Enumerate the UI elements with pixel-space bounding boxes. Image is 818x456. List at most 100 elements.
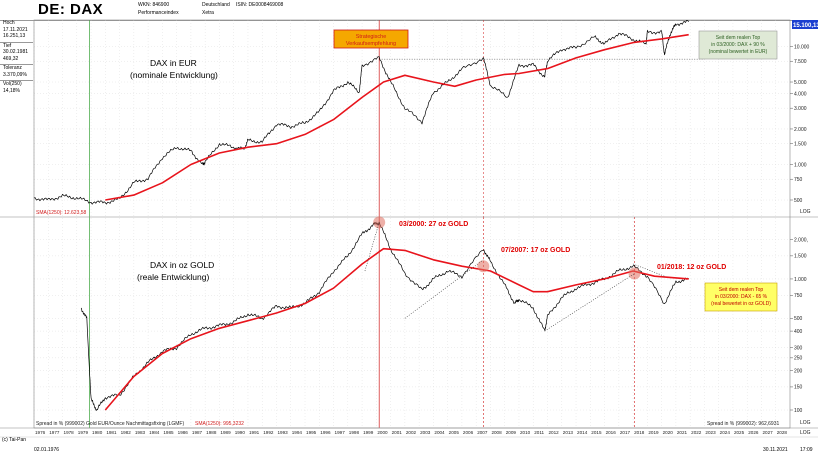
year-tick-label: 2023	[705, 430, 716, 435]
isin-label: ISIN: DE0008469008	[236, 2, 284, 8]
year-tick-label: 2012	[549, 430, 560, 435]
last-price-tag: 15.100,13	[793, 23, 818, 29]
vol-label: Vol(250)	[0, 80, 33, 88]
real-note-line: in 03/2000: DAX - 65 %	[715, 294, 768, 300]
nominal-note-box	[698, 30, 778, 60]
vol-value: 14,18%	[3, 87, 20, 94]
year-tick-label: 1984	[149, 430, 160, 435]
trend-line	[404, 259, 484, 319]
year-tick-label: 2018	[634, 430, 645, 435]
year-tick-label: 2010	[520, 430, 531, 435]
year-tick-label: 2001	[392, 430, 403, 435]
year-tick-label: 2003	[420, 430, 431, 435]
year-tick-label: 2019	[648, 430, 659, 435]
trend-line	[364, 222, 380, 272]
value-tick-label: 200	[794, 368, 803, 374]
wkn-label: WKN: 846900	[138, 2, 170, 8]
tief-label: Tief	[0, 41, 33, 50]
value-tick-label: 10.000	[794, 44, 810, 50]
year-tick-label: 1997	[335, 430, 346, 435]
toleranz-label: Toleranz	[0, 64, 33, 72]
year-tick-label: 2008	[491, 430, 502, 435]
year-tick-label: 2006	[463, 430, 474, 435]
sell-recommendation-line2: Verkaufsempfehlung	[346, 41, 396, 47]
side-panel: Hoch 17.11.2021 16.251,13 Tief 30.02.198…	[0, 20, 33, 94]
header-bar: DE: DAX WKN: 846900 Performanceindex Deu…	[0, 0, 818, 21]
index-type-label: Performanceindex	[138, 10, 179, 16]
year-tick-label: 2015	[591, 430, 602, 435]
year-tick-label: 1978	[64, 430, 75, 435]
year-tick-label: 1993	[277, 430, 288, 435]
year-tick-label: 1992	[263, 430, 274, 435]
value-tick-label: 1.500	[794, 254, 807, 260]
year-tick-label: 2013	[563, 430, 574, 435]
gold-callout-label: 01/2018: 12 oz GOLD	[657, 264, 726, 271]
exchange-label: Xetra	[202, 10, 214, 16]
value-tick-label: 5.000	[794, 80, 807, 86]
hoch-value: 16.251,13	[3, 33, 26, 39]
hoch-date: 17.11.2021	[3, 26, 28, 33]
sma-series-line	[105, 33, 689, 201]
page-title: DE: DAX	[38, 1, 104, 18]
gold-peak-marker	[628, 267, 641, 280]
year-tick-label: 2020	[663, 430, 674, 435]
bottom-series-label: Spread in % (999002) Gold EUR/Ounce Nach…	[36, 421, 184, 427]
year-tick-label: 2016	[606, 430, 617, 435]
year-tick-label: 2009	[506, 430, 517, 435]
sell-recommendation-line1: Strategische	[356, 34, 387, 40]
annotation-layer: SMA(1250): 12.623,58 Spread in % (999002)…	[36, 20, 818, 427]
spread-value-label: Spread in % (999002): 962,6931	[707, 421, 779, 427]
price-series-line	[80, 221, 689, 411]
year-tick-label: 2002	[406, 430, 417, 435]
value-tick-label: 1.000	[794, 162, 807, 168]
sma-series-line	[104, 247, 689, 411]
year-tick-label: 1996	[320, 430, 331, 435]
year-tick-label: 1986	[178, 430, 189, 435]
year-tick-label: 1999	[363, 430, 374, 435]
toleranz-value: 3.370,09%	[3, 71, 27, 78]
log-scale-label: LOG	[800, 430, 811, 436]
year-tick-label: 2000	[377, 430, 388, 435]
value-tick-label: 1.500	[794, 142, 807, 148]
year-tick-label: 2022	[691, 430, 702, 435]
value-tick-label: 750	[794, 293, 803, 299]
value-tick-label: 300	[794, 345, 803, 351]
year-tick-label: 1982	[121, 430, 132, 435]
gold-callout-label: 03/2000: 27 oz GOLD	[399, 221, 468, 228]
value-tick-label: 4.000	[794, 91, 807, 97]
gold-peak-marker	[477, 260, 490, 273]
sell-recommendation-box	[333, 29, 409, 49]
nominal-note-line: in 03/2000: DAX + 90 %	[711, 42, 765, 48]
real-note-box	[704, 282, 778, 312]
trend-line	[632, 263, 665, 277]
bottom-panel-subtitle: (reale Entwicklung)	[137, 272, 209, 282]
year-tick-label: 1977	[49, 430, 60, 435]
value-tick-label: 2.000	[794, 127, 807, 133]
top-panel-title: DAX in EUR	[150, 58, 197, 68]
trend-line	[544, 273, 635, 332]
time-label: 17:09	[800, 447, 813, 453]
value-tick-label: 3.000	[794, 106, 807, 112]
year-tick-label: 1976	[35, 430, 46, 435]
year-tick-label: 2028	[777, 430, 788, 435]
value-tick-label: 400	[794, 329, 803, 335]
year-tick-label: 2017	[620, 430, 631, 435]
value-tick-label: 250	[794, 356, 803, 362]
last-price-tag-bg	[792, 20, 818, 29]
panel-log-label: LOG	[800, 209, 811, 215]
year-tick-label: 1988	[206, 430, 217, 435]
year-tick-label: 1987	[192, 430, 203, 435]
year-tick-label: 2007	[477, 430, 488, 435]
tief-date: 30.02.1981	[3, 49, 29, 55]
year-tick-label: 1989	[220, 430, 231, 435]
copyright-label: (c) Tai-Pan	[2, 437, 27, 443]
real-note-line: (real bewertet in oz GOLD)	[711, 301, 771, 307]
top-sma-label: SMA(1250): 12.623,58	[36, 210, 87, 216]
year-tick-label: 2021	[677, 430, 688, 435]
value-tick-label: 7.500	[794, 59, 807, 65]
value-tick-label: 100	[794, 408, 803, 414]
value-tick-label: 150	[794, 385, 803, 391]
year-tick-label: 1995	[306, 430, 317, 435]
year-tick-label: 1981	[106, 430, 117, 435]
